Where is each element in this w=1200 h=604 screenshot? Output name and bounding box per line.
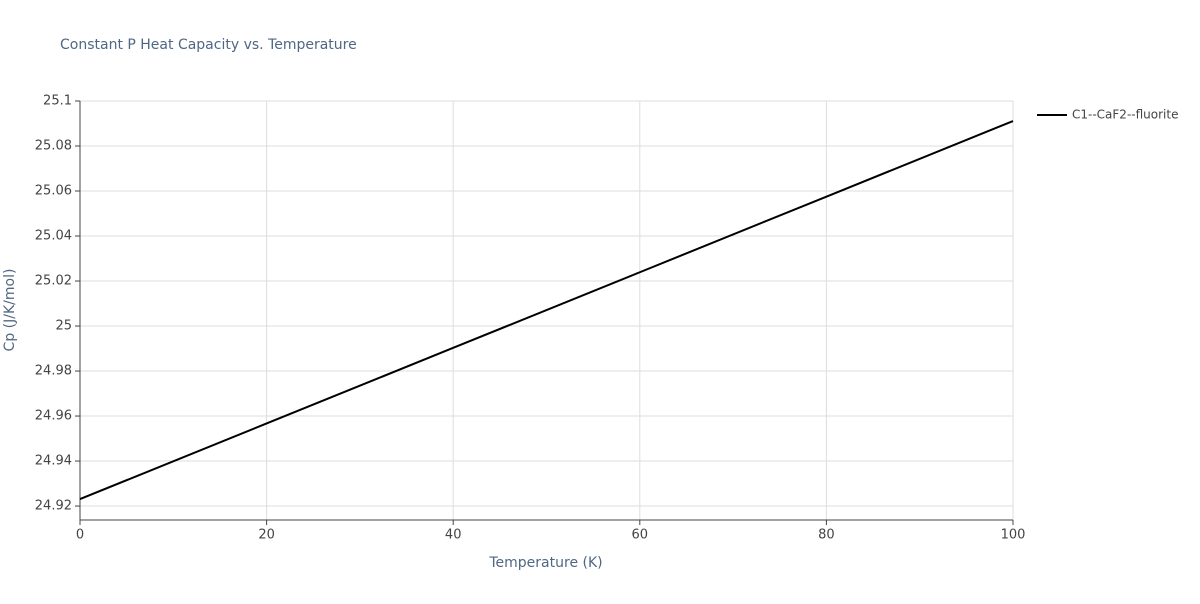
y-tick-label: 25.06 [35,184,72,199]
y-tick-label: 25.02 [35,274,72,289]
legend-label: C1--CaF2--fluorite [1072,108,1178,122]
x-tick-label: 40 [445,528,462,543]
x-tick-label: 0 [76,528,84,543]
y-tick-label: 24.98 [35,364,72,379]
y-tick-label: 24.94 [35,454,72,469]
x-axis-title: Temperature (K) [488,555,602,571]
x-tick-label: 100 [1001,528,1026,543]
x-tick-label: 80 [818,528,835,543]
y-tick-label: 25.1 [43,94,72,109]
x-tick-label: 60 [632,528,649,543]
y-tick-label: 25 [55,319,72,334]
x-tick-label: 20 [258,528,275,543]
y-tick-label: 24.96 [35,409,72,424]
y-tick-label: 25.04 [35,229,72,244]
chart-title: Constant P Heat Capacity vs. Temperature [60,37,357,53]
y-axis-title: Cp (J/K/mol) [2,269,18,352]
data-line [79,120,1014,500]
y-tick-label: 24.92 [35,499,72,514]
y-tick-label: 25.08 [35,139,72,154]
